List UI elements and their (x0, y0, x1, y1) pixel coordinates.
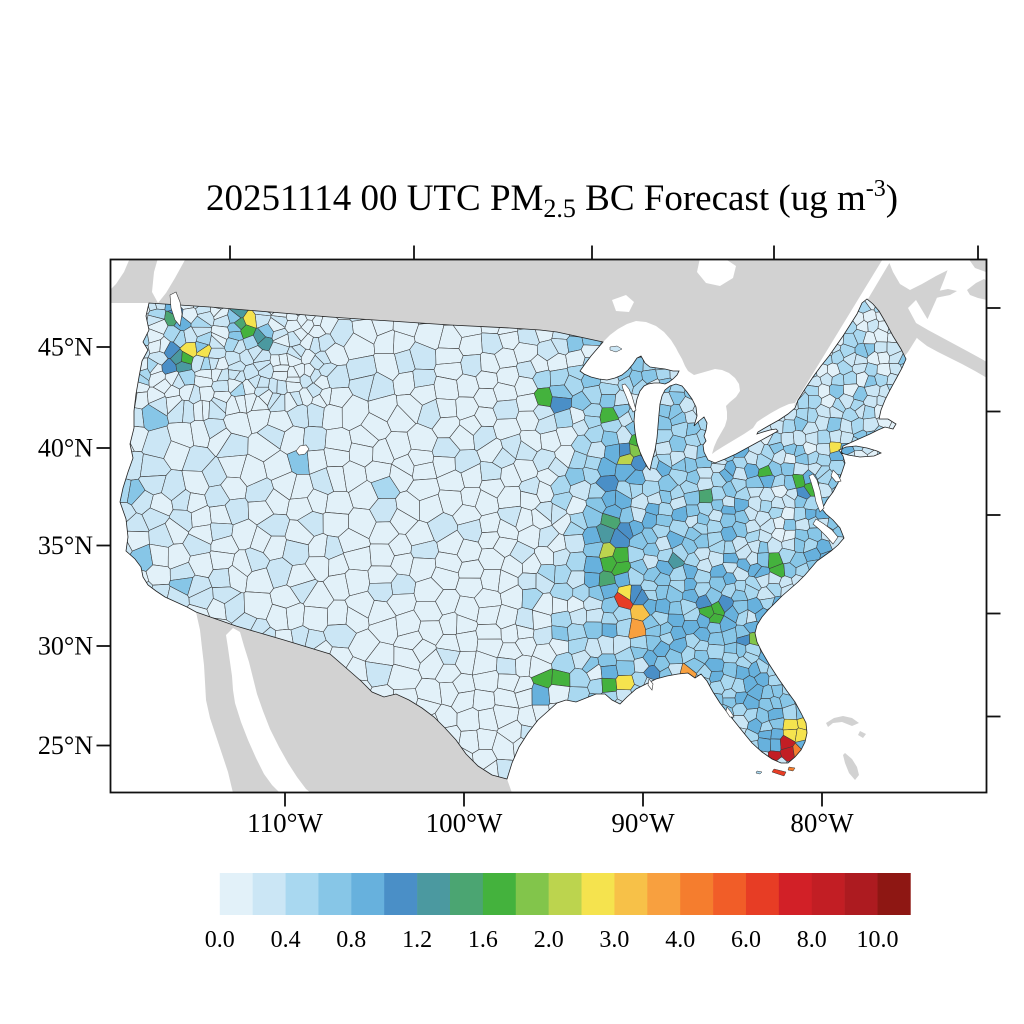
svg-text:25°N: 25°N (38, 731, 93, 760)
svg-text:45°N: 45°N (38, 333, 93, 362)
svg-text:90°W: 90°W (611, 808, 675, 838)
svg-text:8.0: 8.0 (797, 927, 827, 953)
svg-text:10.0: 10.0 (857, 927, 899, 953)
svg-text:0.0: 0.0 (205, 927, 235, 953)
svg-text:1.6: 1.6 (468, 927, 498, 953)
svg-text:40°N: 40°N (38, 434, 93, 463)
svg-text:110°W: 110°W (247, 808, 323, 838)
svg-text:6.0: 6.0 (731, 927, 761, 953)
svg-text:0.8: 0.8 (336, 927, 366, 953)
svg-text:4.0: 4.0 (665, 927, 695, 953)
svg-text:0.4: 0.4 (271, 927, 301, 953)
svg-text:1.2: 1.2 (402, 927, 432, 953)
svg-text:100°W: 100°W (426, 808, 503, 838)
svg-text:2.0: 2.0 (534, 927, 564, 953)
svg-text:80°W: 80°W (790, 808, 854, 838)
svg-text:20251114 00 UTC PM2.5 BC Forec: 20251114 00 UTC PM2.5 BC Forecast (ug m-… (206, 176, 898, 223)
svg-text:35°N: 35°N (38, 531, 93, 560)
svg-text:3.0: 3.0 (599, 927, 629, 953)
svg-text:30°N: 30°N (38, 632, 93, 661)
